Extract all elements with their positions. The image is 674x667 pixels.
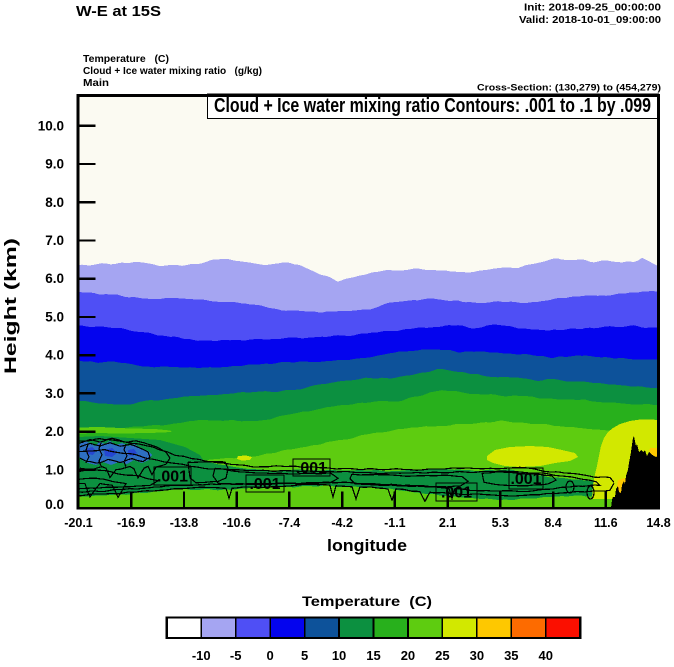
- svg-text:30: 30: [470, 648, 484, 663]
- svg-text:25: 25: [435, 648, 449, 663]
- svg-text:14.8: 14.8: [646, 516, 670, 530]
- svg-text:Cross-Section: (130,279) to (4: Cross-Section: (130,279) to (454,279): [477, 83, 661, 94]
- svg-text:.001: .001: [511, 471, 542, 488]
- svg-text:-10.6: -10.6: [222, 516, 251, 530]
- svg-text:0.0: 0.0: [45, 497, 64, 512]
- svg-text:W-E at 15S: W-E at 15S: [76, 3, 161, 20]
- svg-text:.001: .001: [441, 485, 472, 502]
- svg-text:Height (km): Height (km): [1, 238, 20, 374]
- svg-text:.001: .001: [157, 469, 188, 486]
- svg-text:7.0: 7.0: [45, 233, 64, 248]
- svg-text:2.1: 2.1: [439, 516, 456, 530]
- svg-text:2.0: 2.0: [45, 424, 64, 439]
- svg-text:longitude: longitude: [327, 537, 407, 555]
- svg-text:5.3: 5.3: [492, 516, 509, 530]
- svg-text:0: 0: [267, 648, 274, 663]
- svg-text:-13.8: -13.8: [170, 516, 199, 530]
- svg-text:20: 20: [401, 648, 415, 663]
- svg-text:Valid: 2018-10-01_09:00:00: Valid: 2018-10-01_09:00:00: [519, 14, 661, 26]
- svg-text:10: 10: [332, 648, 346, 663]
- svg-text:.001: .001: [296, 460, 327, 477]
- svg-text:35: 35: [504, 648, 518, 663]
- svg-text:Init: 2018-09-25_00:00:00: Init: 2018-09-25_00:00:00: [524, 2, 661, 14]
- svg-text:8.0: 8.0: [45, 195, 64, 210]
- svg-text:15: 15: [366, 648, 380, 663]
- svg-text:-1.1: -1.1: [384, 516, 406, 530]
- svg-text:8.4: 8.4: [544, 516, 561, 530]
- svg-text:4.0: 4.0: [45, 348, 64, 363]
- svg-text:9.0: 9.0: [45, 157, 64, 172]
- svg-text:10.0: 10.0: [38, 118, 64, 133]
- svg-text:-5: -5: [230, 648, 242, 663]
- svg-text:Cloud + Ice water mixing ratio: Cloud + Ice water mixing ratio (g/kg): [83, 66, 262, 77]
- svg-text:-7.4: -7.4: [279, 516, 301, 530]
- svg-text:6.0: 6.0: [45, 271, 64, 286]
- svg-text:5.0: 5.0: [45, 309, 64, 324]
- svg-text:Temperature (C): Temperature (C): [302, 593, 432, 609]
- svg-text:3.0: 3.0: [45, 386, 64, 401]
- svg-text:.001: .001: [250, 476, 281, 493]
- svg-text:11.6: 11.6: [594, 516, 618, 530]
- svg-text:-16.9: -16.9: [117, 516, 146, 530]
- svg-text:-20.1: -20.1: [64, 516, 93, 530]
- svg-text:-4.2: -4.2: [331, 516, 353, 530]
- svg-text:Main: Main: [83, 78, 109, 89]
- svg-text:5: 5: [301, 648, 308, 663]
- svg-text:Temperature (C): Temperature (C): [83, 54, 169, 65]
- svg-text:Cloud + Ice water mixing ratio: Cloud + Ice water mixing ratio Contours:…: [214, 95, 651, 117]
- svg-text:-10: -10: [192, 648, 211, 663]
- svg-text:1.0: 1.0: [45, 462, 64, 477]
- svg-text:40: 40: [539, 648, 553, 663]
